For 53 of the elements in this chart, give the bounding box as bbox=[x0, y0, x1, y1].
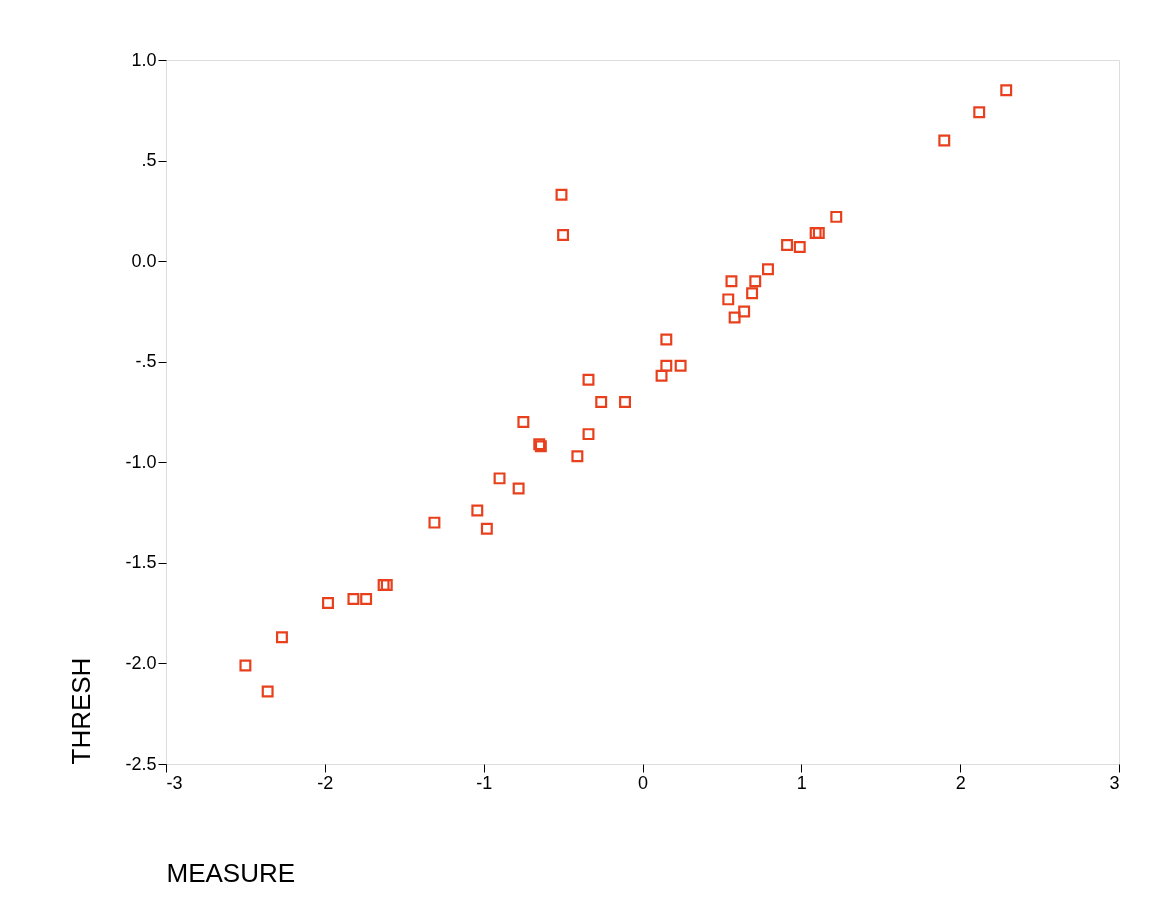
point bbox=[781, 239, 794, 252]
point bbox=[555, 188, 568, 201]
x-tick-label: -2 bbox=[317, 772, 334, 793]
x-tick-label: 1 bbox=[796, 772, 807, 793]
point bbox=[938, 134, 951, 147]
x-tick-label: -3 bbox=[166, 772, 183, 793]
y-tick-label: -2.0 bbox=[125, 652, 157, 673]
x-tick-label: 2 bbox=[955, 772, 966, 793]
point bbox=[749, 275, 762, 288]
point bbox=[480, 522, 493, 535]
point bbox=[360, 593, 373, 606]
point bbox=[595, 395, 608, 408]
point bbox=[261, 685, 274, 698]
x-tick-label: 3 bbox=[1109, 772, 1120, 793]
point bbox=[830, 210, 843, 223]
point bbox=[746, 287, 759, 300]
point bbox=[322, 597, 334, 610]
point bbox=[428, 516, 441, 529]
x-tick-label: -1 bbox=[476, 772, 493, 793]
point bbox=[571, 450, 584, 463]
x-axis-title: MEASURE bbox=[166, 857, 296, 888]
point bbox=[557, 229, 570, 241]
point bbox=[725, 275, 738, 288]
point bbox=[493, 472, 506, 485]
point bbox=[738, 305, 751, 318]
point bbox=[762, 263, 774, 276]
y-tick-label: -2.5 bbox=[125, 753, 157, 774]
y-tick-label: -1.5 bbox=[125, 552, 157, 573]
y-tick-label: .5 bbox=[141, 150, 157, 171]
point bbox=[582, 428, 595, 441]
point bbox=[1000, 84, 1013, 97]
y-axis-title: THRESH bbox=[66, 657, 97, 765]
point bbox=[517, 416, 530, 429]
point bbox=[722, 293, 735, 306]
point bbox=[471, 504, 484, 517]
point bbox=[619, 395, 631, 408]
y-tick-label: -1.0 bbox=[125, 451, 157, 472]
point bbox=[728, 311, 741, 324]
point bbox=[660, 359, 673, 372]
point bbox=[582, 373, 595, 386]
point bbox=[239, 659, 252, 672]
x-tick-label: 0 bbox=[637, 772, 649, 793]
y-tick-label: -.5 bbox=[135, 351, 157, 372]
point bbox=[793, 241, 806, 254]
point bbox=[660, 333, 673, 346]
point bbox=[512, 482, 525, 495]
point bbox=[347, 593, 360, 606]
y-tick-label: 0.0 bbox=[131, 250, 157, 271]
point bbox=[674, 359, 687, 372]
y-tick-label: 1.0 bbox=[131, 49, 157, 70]
point bbox=[655, 369, 668, 382]
point bbox=[973, 106, 986, 119]
point bbox=[275, 631, 288, 644]
